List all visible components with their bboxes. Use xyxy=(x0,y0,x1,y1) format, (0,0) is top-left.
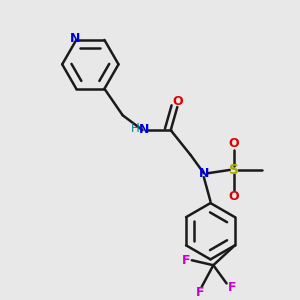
Text: H: H xyxy=(131,122,140,135)
Text: F: F xyxy=(182,254,190,267)
Text: O: O xyxy=(228,137,239,150)
Text: O: O xyxy=(173,94,183,107)
Text: N: N xyxy=(199,167,209,180)
Text: F: F xyxy=(196,286,204,299)
Text: N: N xyxy=(69,32,80,45)
Text: N: N xyxy=(139,123,149,136)
Text: S: S xyxy=(229,163,239,177)
Text: F: F xyxy=(228,281,237,294)
Text: O: O xyxy=(228,190,239,202)
